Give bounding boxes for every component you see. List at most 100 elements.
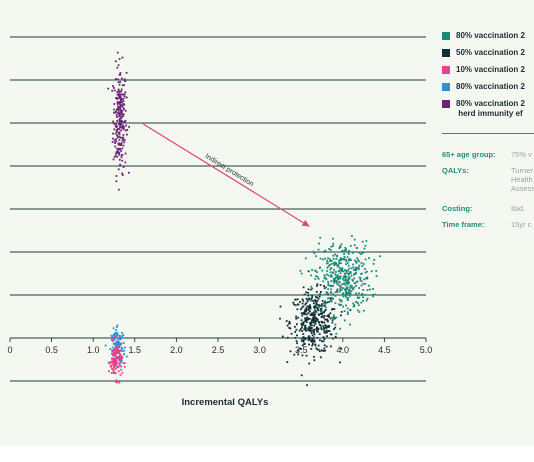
data-point	[112, 371, 115, 373]
data-point	[343, 256, 346, 258]
data-point	[119, 354, 122, 357]
data-point	[299, 269, 302, 272]
data-point	[115, 342, 117, 345]
data-point	[118, 58, 121, 60]
data-point	[327, 274, 330, 277]
data-point	[332, 316, 334, 319]
data-point	[327, 314, 330, 316]
data-point	[119, 356, 122, 359]
data-point	[332, 242, 335, 245]
data-point	[115, 126, 118, 128]
data-point	[330, 288, 333, 291]
data-point	[333, 317, 336, 320]
data-point	[360, 262, 363, 264]
data-point	[364, 282, 367, 285]
data-point	[321, 349, 323, 352]
data-point	[314, 309, 316, 312]
data-point	[300, 322, 303, 325]
data-point	[354, 269, 357, 271]
data-point	[343, 279, 345, 282]
data-point	[114, 359, 117, 362]
data-point	[328, 330, 331, 332]
data-point	[344, 287, 347, 290]
data-point	[348, 289, 351, 291]
data-point	[310, 348, 313, 350]
data-point	[325, 331, 327, 334]
data-point	[116, 108, 119, 111]
data-point	[122, 127, 125, 130]
data-point	[121, 110, 124, 112]
data-point	[331, 319, 334, 321]
data-point	[116, 103, 119, 105]
data-point	[119, 72, 122, 74]
data-point	[358, 276, 361, 279]
data-point	[341, 268, 344, 271]
data-point	[370, 270, 373, 273]
data-point	[124, 80, 127, 83]
data-point	[326, 270, 329, 272]
data-point	[310, 322, 313, 325]
data-point	[299, 301, 301, 303]
data-point	[334, 261, 336, 264]
data-point	[347, 253, 350, 255]
data-point	[339, 257, 342, 260]
data-point	[118, 132, 121, 134]
indirect-protection-annotation: Indirect protection	[142, 123, 310, 228]
data-point	[286, 324, 289, 327]
data-point	[110, 365, 113, 367]
data-point	[112, 327, 115, 330]
data-point	[122, 107, 125, 110]
data-point	[327, 325, 330, 327]
data-point	[120, 88, 123, 91]
data-point	[121, 84, 124, 87]
data-point	[346, 313, 349, 315]
data-point	[352, 305, 355, 308]
data-point	[115, 345, 118, 348]
data-point	[314, 269, 317, 272]
data-point	[316, 336, 319, 339]
data-point	[319, 308, 322, 311]
data-point	[316, 308, 319, 310]
data-point	[122, 102, 125, 105]
data-point	[111, 357, 113, 360]
data-point	[304, 317, 307, 320]
data-point	[348, 293, 351, 296]
data-point	[334, 323, 337, 326]
data-point	[311, 338, 314, 340]
data-point	[333, 316, 336, 319]
data-point	[328, 264, 331, 266]
data-point	[293, 353, 296, 356]
data-point	[118, 101, 121, 103]
data-point	[355, 292, 357, 295]
data-point	[302, 340, 305, 343]
data-point	[344, 246, 347, 249]
data-point	[316, 271, 318, 273]
data-point	[301, 298, 304, 301]
data-point	[340, 299, 343, 302]
data-point	[116, 128, 118, 131]
data-point	[122, 121, 125, 123]
data-point	[120, 156, 123, 159]
data-point	[343, 258, 346, 261]
data-point	[116, 98, 119, 100]
data-point	[349, 284, 352, 287]
data-point	[116, 342, 119, 345]
data-point	[332, 314, 335, 317]
data-point	[120, 115, 123, 118]
data-point	[318, 304, 321, 307]
data-point	[346, 307, 349, 310]
data-point	[114, 364, 117, 367]
data-point	[279, 317, 281, 320]
data-point	[121, 334, 124, 337]
data-point	[319, 257, 322, 260]
data-point	[114, 111, 117, 114]
data-point	[115, 357, 117, 360]
data-point	[302, 299, 305, 302]
data-point	[331, 285, 333, 288]
data-point	[313, 320, 316, 323]
data-point	[316, 348, 319, 351]
data-point	[336, 265, 339, 268]
data-point	[328, 316, 330, 318]
data-point	[316, 318, 319, 321]
data-point	[323, 311, 325, 314]
